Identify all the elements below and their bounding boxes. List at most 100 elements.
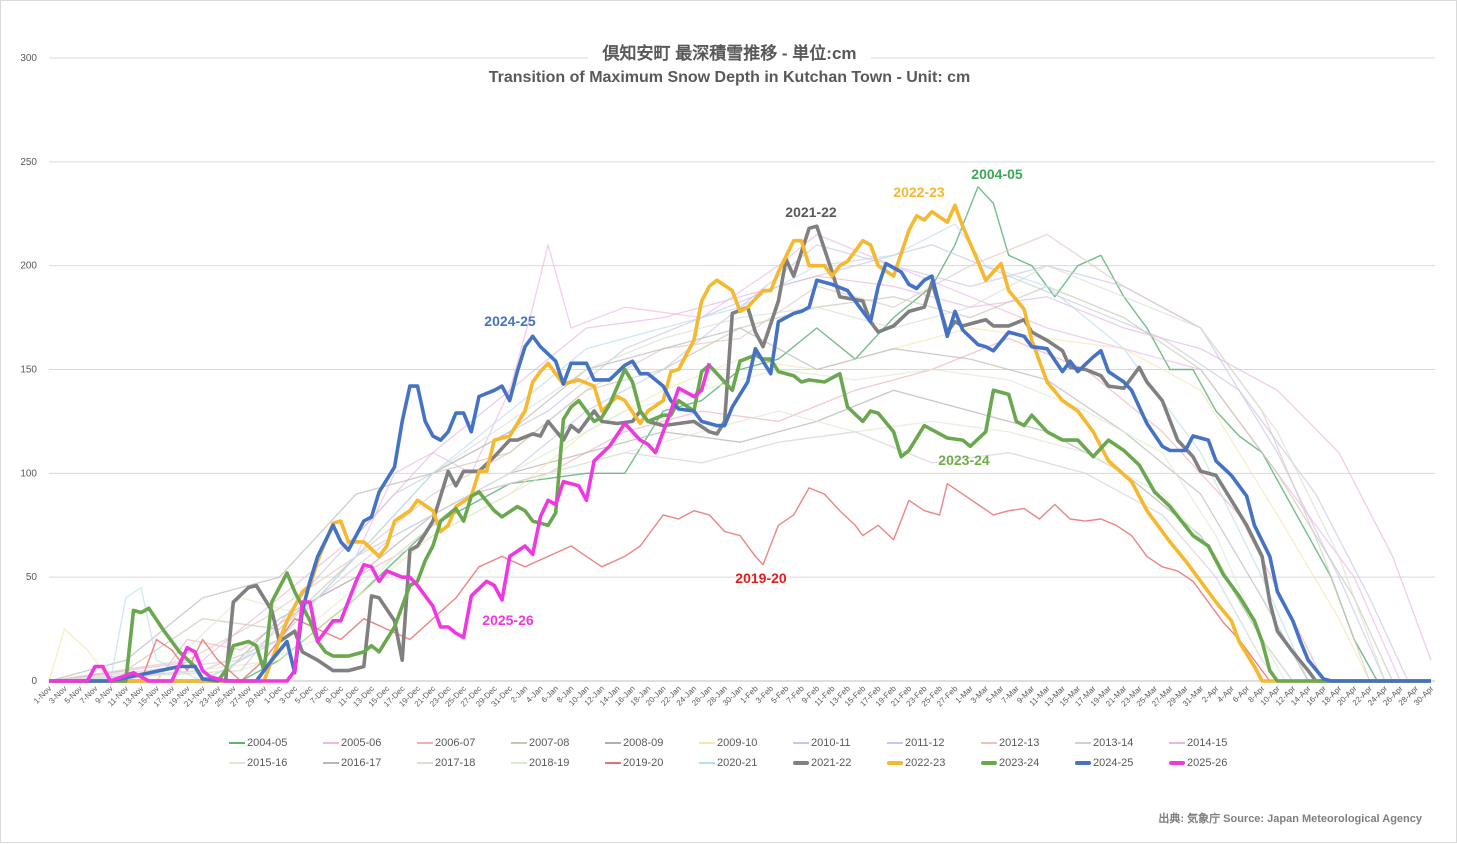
legend-swatch <box>1075 761 1091 765</box>
legend-item-2004-05: 2004-05 <box>229 736 323 750</box>
legend-item-2017-18: 2017-18 <box>417 756 511 770</box>
legend-label: 2016-17 <box>341 757 382 769</box>
legend-label: 2004-05 <box>247 737 288 749</box>
legend-swatch <box>323 742 339 744</box>
legend-swatch <box>605 742 621 744</box>
y-tick-label: 200 <box>20 261 37 272</box>
legend-swatch <box>229 742 245 744</box>
legend-swatch <box>793 742 809 744</box>
legend: 2004-05 2005-06 2006-07 2007-08 2008-09 2009-… <box>229 736 1249 770</box>
legend-label: 2020-21 <box>717 757 758 769</box>
legend-item-2022-23: 2022-23 <box>887 756 981 770</box>
legend-swatch <box>417 742 433 744</box>
legend-swatch <box>229 762 245 764</box>
series-line-2023-24 <box>49 353 1431 683</box>
y-tick-label: 300 <box>20 53 37 64</box>
legend-item-2009-10: 2009-10 <box>699 736 793 750</box>
series-line-2019-20 <box>49 483 1431 682</box>
series-line-2022-23 <box>49 203 1431 683</box>
legend-swatch <box>699 762 715 764</box>
chart-title-text: 倶知安町 最深積雪推移 - 単位:cm <box>588 44 871 63</box>
legend-label: 2025-26 <box>1187 757 1228 769</box>
legend-label: 2024-25 <box>1093 757 1134 769</box>
legend-swatch <box>981 742 997 744</box>
legend-item-2025-26: 2025-26 <box>1169 756 1263 770</box>
chart-title: 倶知安町 最深積雪推移 - 単位:cm <box>1 39 1457 64</box>
legend-swatch <box>511 762 527 764</box>
legend-item-2019-20: 2019-20 <box>605 756 699 770</box>
series-label-2021-22: 2021-22 <box>785 204 837 220</box>
legend-swatch <box>605 762 621 764</box>
series-annotations: 2004-05 2019-20 2021-22 2022-23 2023-24 2024-… <box>482 166 1023 628</box>
legend-item-2024-25: 2024-25 <box>1075 756 1169 770</box>
y-tick-label: 150 <box>20 365 37 376</box>
chart-subtitle: Transition of Maximum Snow Depth in Kutc… <box>488 69 971 86</box>
series-label-2023-24: 2023-24 <box>938 452 990 468</box>
legend-item-2014-15: 2014-15 <box>1169 736 1263 750</box>
series-line-2004-05 <box>49 186 1431 682</box>
legend-item-2011-12: 2011-12 <box>887 736 981 750</box>
legend-label: 2017-18 <box>435 757 476 769</box>
legend-label: 2011-12 <box>905 737 945 749</box>
series-lines <box>48 186 1432 683</box>
legend-label: 2007-08 <box>529 737 570 749</box>
series-label-2025-26: 2025-26 <box>482 612 534 628</box>
legend-item-2016-17: 2016-17 <box>323 756 417 770</box>
legend-label: 2009-10 <box>717 737 758 749</box>
legend-label: 2022-23 <box>905 757 946 769</box>
series-line-2018-19 <box>48 368 1431 682</box>
series-label-2019-20: 2019-20 <box>735 570 787 586</box>
legend-item-2005-06: 2005-06 <box>323 736 417 750</box>
source-note: 出典: 気象庁 Source: Japan Meteorological Age… <box>1158 813 1422 825</box>
legend-item-2013-14: 2013-14 <box>1075 736 1169 750</box>
legend-label: 2021-22 <box>811 757 852 769</box>
series-line-2021-22 <box>49 224 1431 683</box>
legend-label: 2012-13 <box>999 737 1040 749</box>
y-tick-label: 0 <box>31 676 37 687</box>
legend-swatch <box>511 742 527 744</box>
legend-label: 2010-11 <box>811 737 851 749</box>
legend-item-2007-08: 2007-08 <box>511 736 605 750</box>
legend-item-2020-21: 2020-21 <box>699 756 793 770</box>
x-axis-tick-labels: 1-Nov3-Nov5-Nov7-Nov9-Nov11-Nov13-Nov15-… <box>32 684 1436 709</box>
series-line-2015-16 <box>48 410 1431 682</box>
legend-swatch <box>887 761 903 765</box>
legend-label: 2013-14 <box>1093 737 1134 749</box>
legend-swatch <box>417 762 433 764</box>
legend-swatch <box>981 761 997 765</box>
legend-item-2008-09: 2008-09 <box>605 736 699 750</box>
legend-item-2015-16: 2015-16 <box>229 756 323 770</box>
series-line-2006-07 <box>49 337 1431 682</box>
legend-swatch <box>323 762 339 764</box>
legend-label: 2006-07 <box>435 737 476 749</box>
legend-label: 2019-20 <box>623 757 664 769</box>
series-line-2025-26 <box>49 362 712 683</box>
series-label-2004-05: 2004-05 <box>971 166 1023 182</box>
legend-item-2010-11: 2010-11 <box>793 736 887 750</box>
y-tick-label: 250 <box>20 157 37 168</box>
y-axis-tick-labels: 0 50 100 150 200 250 300 <box>20 53 37 687</box>
series-label-2022-23: 2022-23 <box>893 184 945 200</box>
series-line-2024-25 <box>49 261 1431 683</box>
legend-item-2006-07: 2006-07 <box>417 736 511 750</box>
legend-item-2021-22: 2021-22 <box>793 756 887 770</box>
legend-label: 2023-24 <box>999 757 1040 769</box>
legend-item-2012-13: 2012-13 <box>981 736 1075 750</box>
series-line-2009-10 <box>48 327 1431 682</box>
legend-swatch <box>887 742 903 744</box>
legend-item-2023-24: 2023-24 <box>981 756 1075 770</box>
y-tick-label: 100 <box>20 468 37 479</box>
legend-swatch <box>1169 742 1185 744</box>
series-label-2024-25: 2024-25 <box>484 313 536 329</box>
series-line-2016-17 <box>48 327 1431 682</box>
legend-swatch <box>1075 742 1091 744</box>
y-tick-label: 50 <box>26 572 38 583</box>
legend-swatch <box>1169 761 1185 765</box>
legend-swatch <box>793 761 809 765</box>
legend-label: 2014-15 <box>1187 737 1228 749</box>
legend-label: 2005-06 <box>341 737 382 749</box>
legend-swatch <box>699 742 715 744</box>
series-line-2014-15 <box>48 275 1432 682</box>
series-line-2013-14 <box>48 431 1431 682</box>
